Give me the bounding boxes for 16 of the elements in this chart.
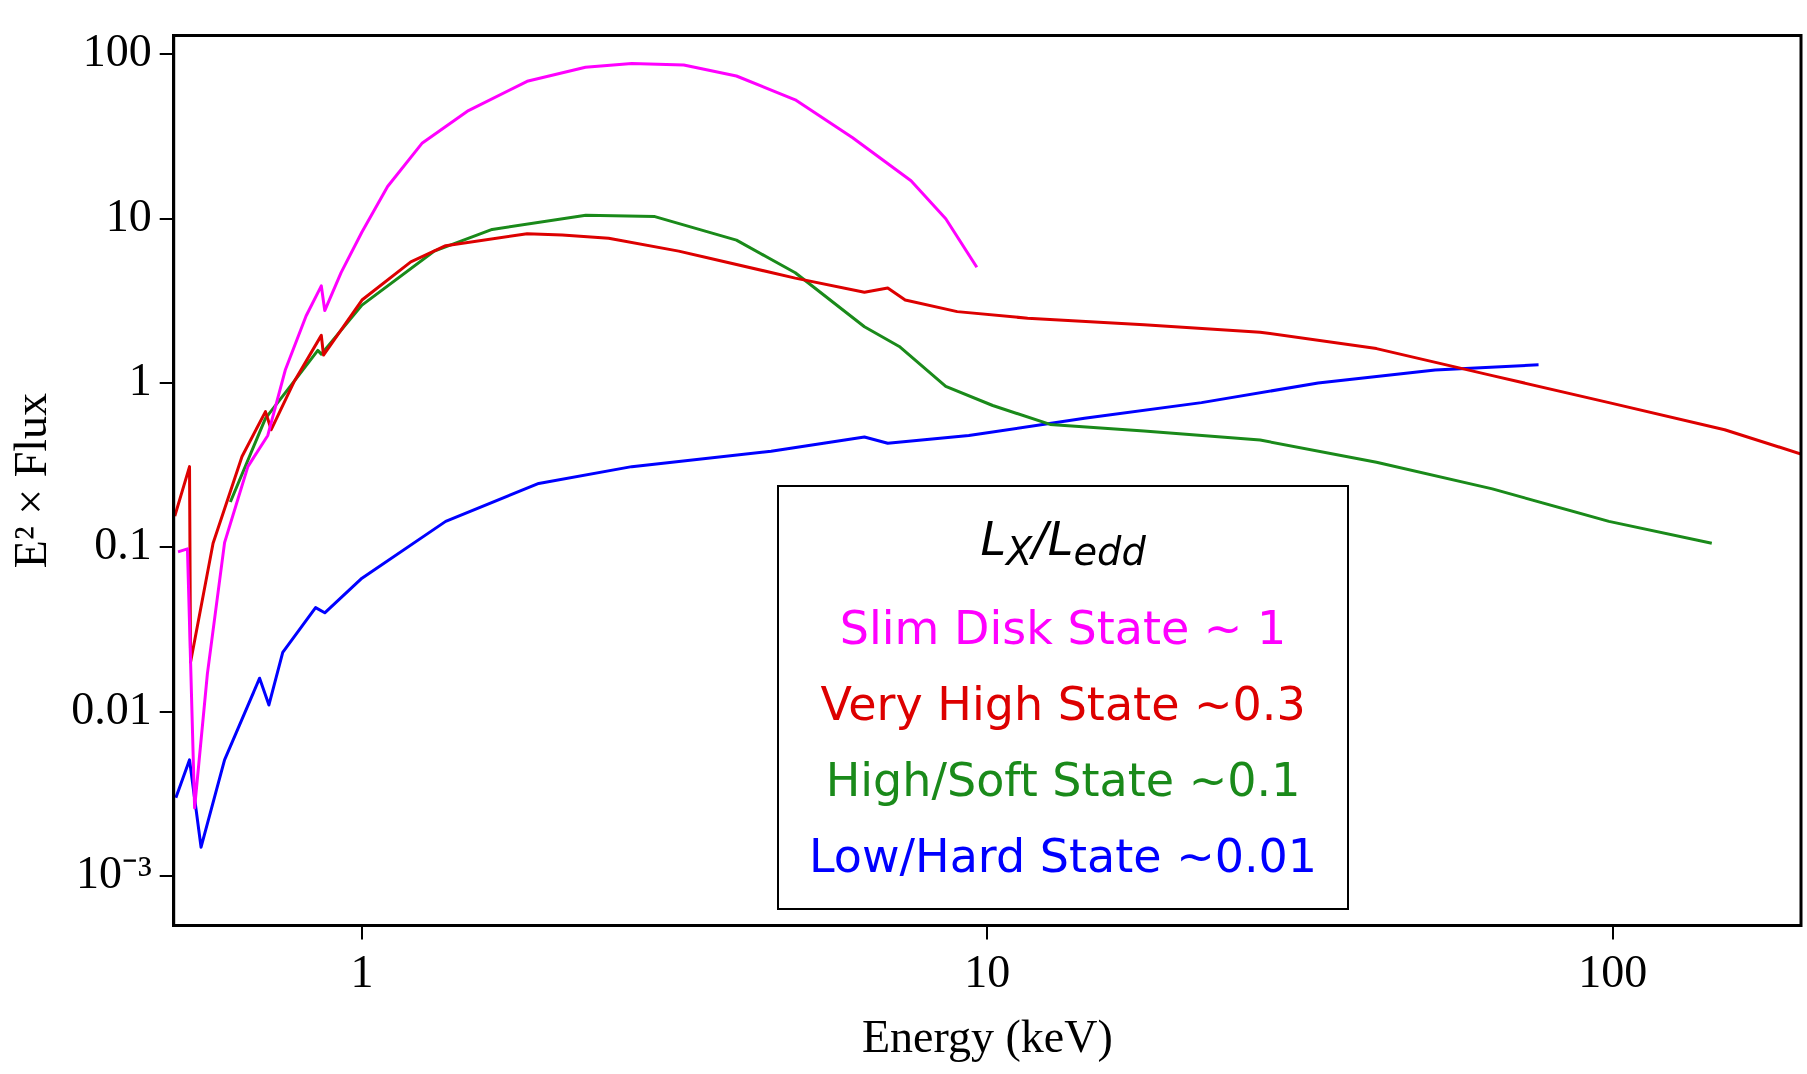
x-tick-label: 10: [964, 946, 1011, 998]
x-tick-label: 100: [1578, 946, 1648, 998]
x-axis-title: Energy (keV): [861, 1011, 1113, 1063]
text: High/Soft State ~0.1: [824, 752, 1302, 810]
y-tick-label: 1: [128, 354, 152, 406]
y-tick-label: 10: [105, 189, 152, 241]
text: Very High State ~0.3: [819, 676, 1307, 734]
y-axis-title: E² × Flux: [4, 393, 56, 569]
x-tick-label: 1: [350, 946, 374, 998]
text: Slim Disk State ~ 1: [838, 600, 1288, 658]
legend-title: L$_{X}$/L$_{edd}$: [979, 511, 1147, 577]
y-tick-label: 100: [82, 25, 152, 77]
y-tick-label: 0.1: [94, 518, 152, 570]
text: Low/Hard State ~0.01: [809, 828, 1318, 886]
y-tick-label: 0.01: [71, 682, 152, 734]
y-tick-label: 10⁻³: [75, 847, 152, 899]
